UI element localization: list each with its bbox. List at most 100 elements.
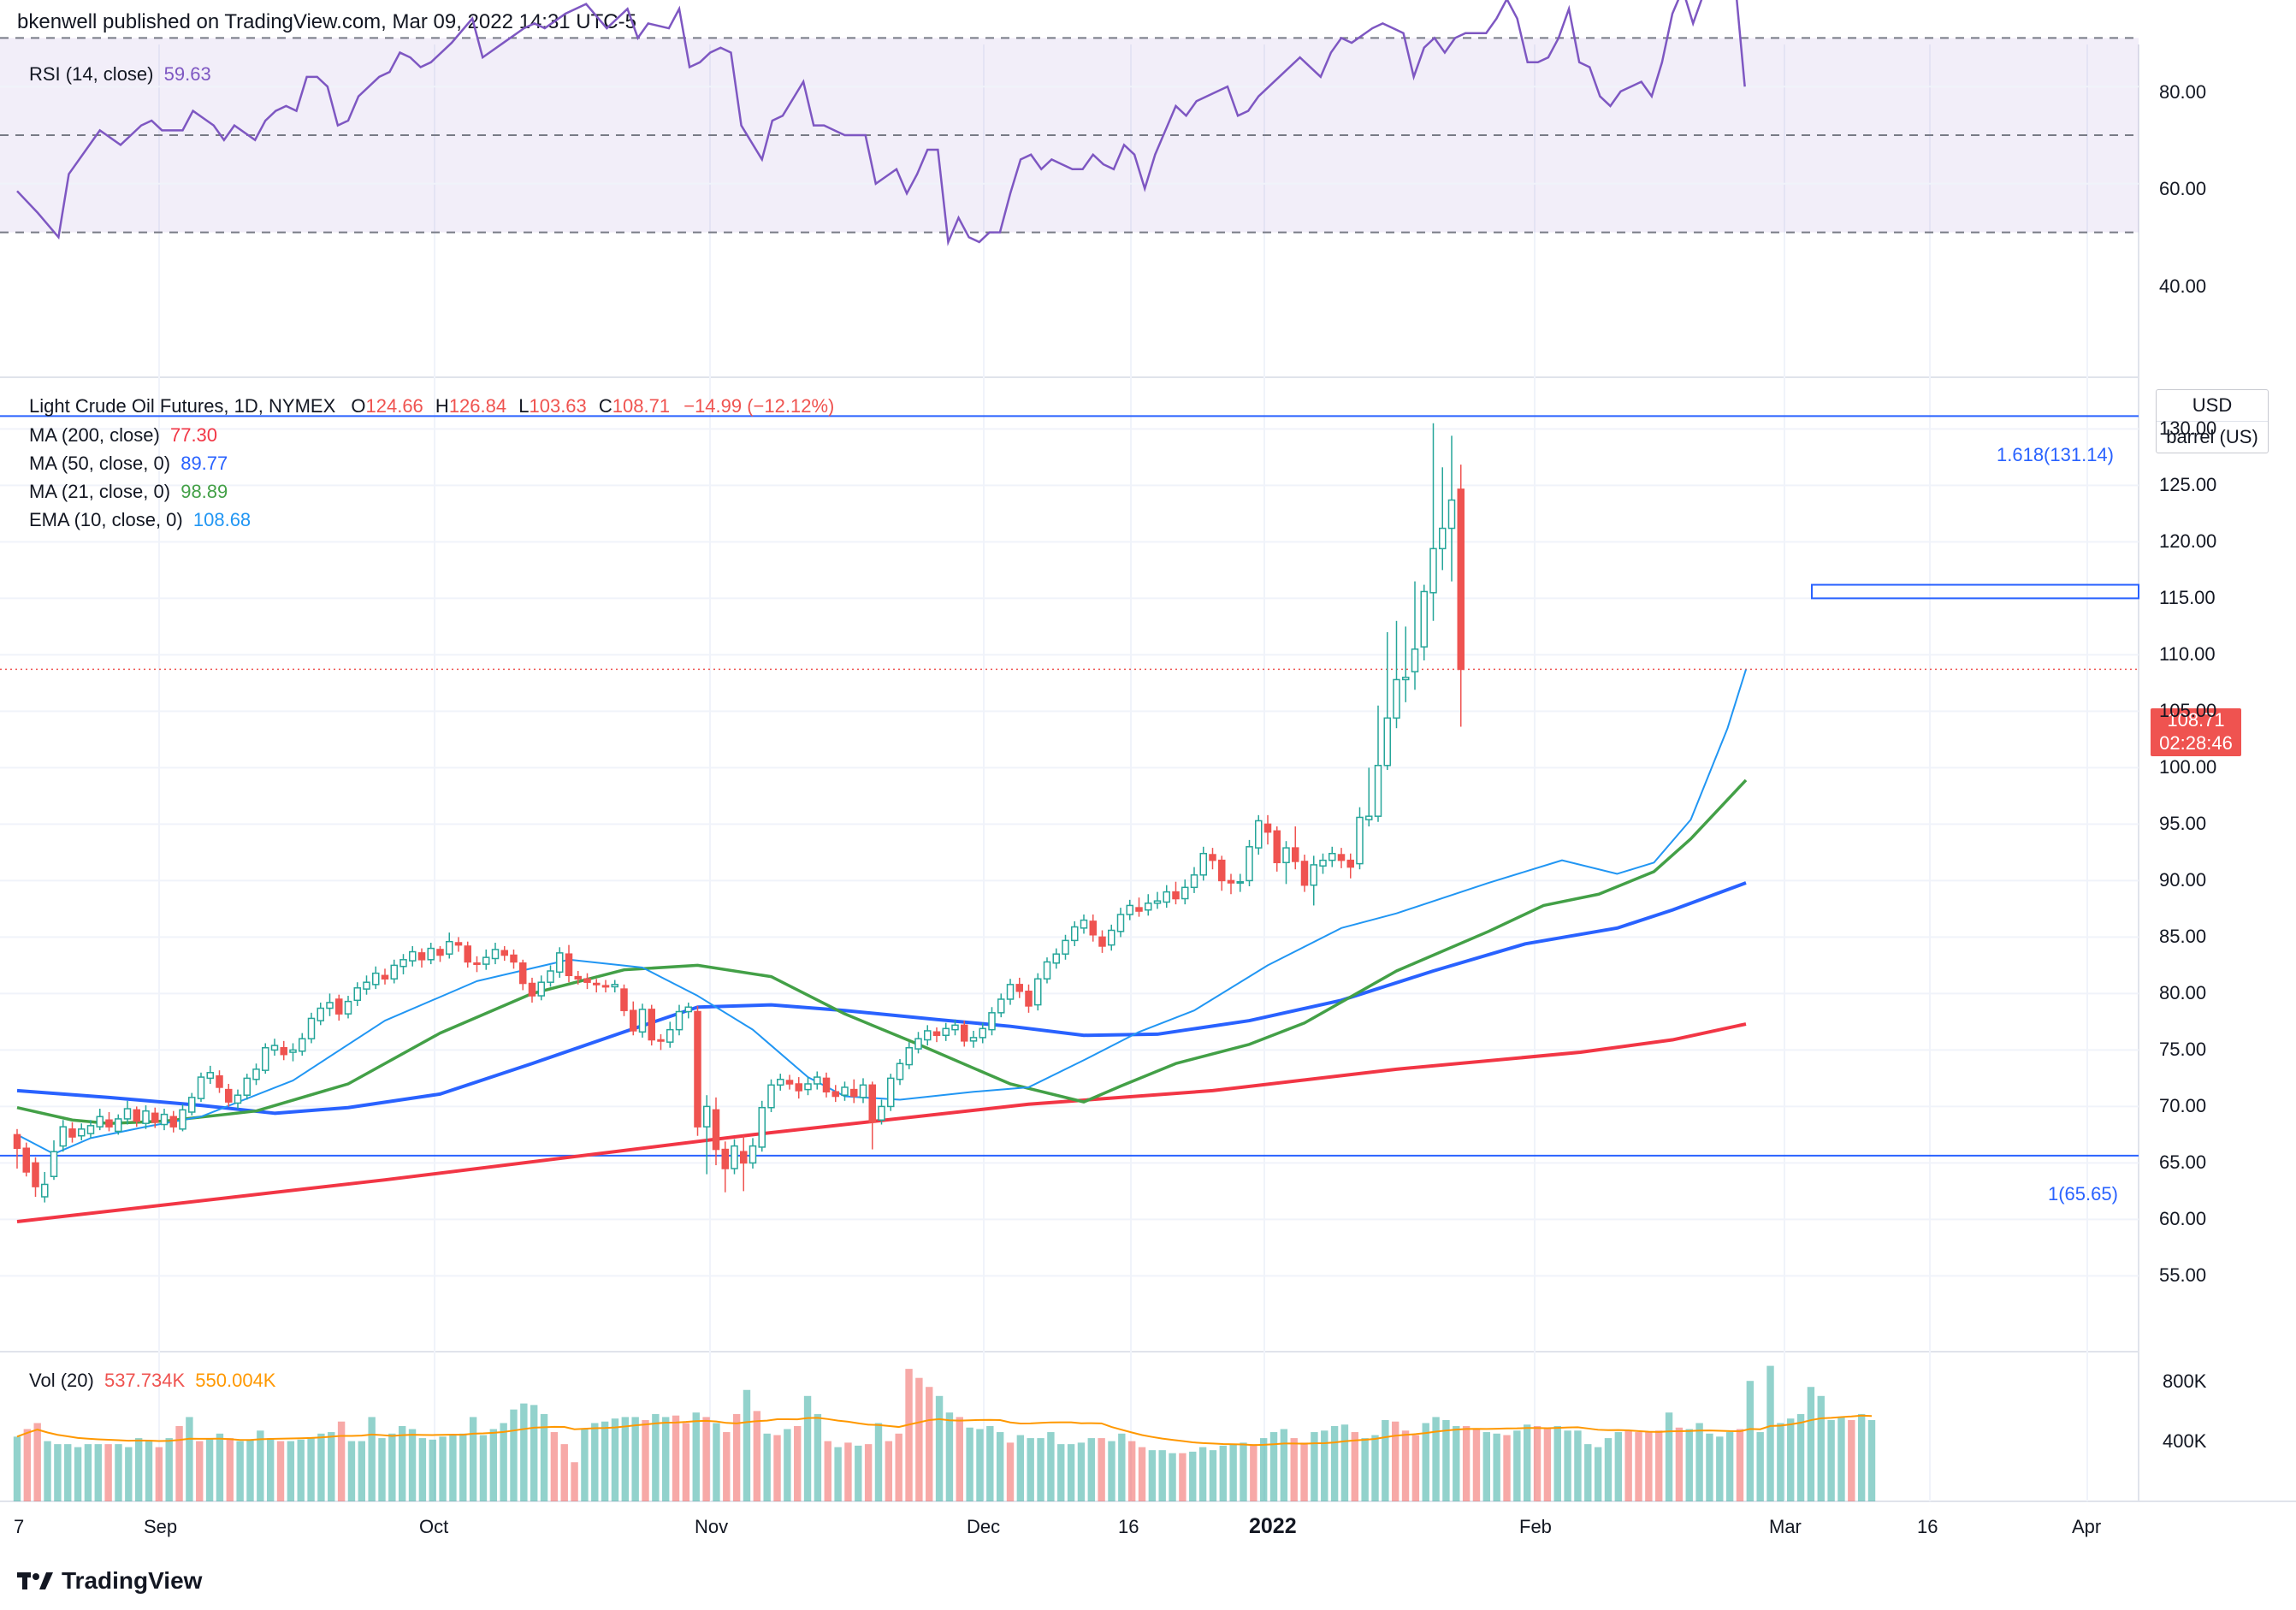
candle-body xyxy=(13,1134,21,1149)
volume-bar xyxy=(175,1426,183,1501)
currency-unit-selector[interactable]: USD barrel (US) xyxy=(2156,389,2269,453)
candle-body xyxy=(1337,854,1346,861)
volume-bar xyxy=(1290,1438,1298,1501)
ma50-legend[interactable]: MA (50, close, 0) 89.77 xyxy=(29,453,228,475)
candle-body xyxy=(630,1009,637,1032)
volume-bar xyxy=(1482,1432,1491,1501)
volume-bar xyxy=(125,1447,133,1501)
volume-bar xyxy=(479,1435,488,1501)
symbol-legend[interactable]: Light Crude Oil Futures, 1D, NYMEX O124.… xyxy=(29,395,834,417)
volume-bar xyxy=(753,1411,761,1501)
volume-bar xyxy=(115,1444,122,1501)
candle-body xyxy=(822,1077,831,1092)
volume-bar xyxy=(1453,1426,1460,1501)
candle-body xyxy=(500,950,508,956)
unit-label[interactable]: barrel (US) xyxy=(2157,421,2268,453)
ma21-legend[interactable]: MA (21, close, 0) 98.89 xyxy=(29,481,228,503)
volume-bar xyxy=(763,1433,771,1501)
volume-bar xyxy=(1259,1438,1268,1501)
ohlc-close-value: 108.71 xyxy=(612,395,671,417)
volume-bar xyxy=(510,1409,518,1501)
candle-body xyxy=(1108,929,1115,946)
candle-body xyxy=(1447,499,1456,530)
fib-upper-label: 1.618(131.14) xyxy=(1997,444,2114,465)
candle-body xyxy=(390,964,398,980)
ema10-legend[interactable]: EMA (10, close, 0) 108.68 xyxy=(29,509,251,531)
volume-bar xyxy=(702,1417,710,1501)
last-price-tag: 108.71 02:28:46 xyxy=(2151,708,2241,756)
volume-bar xyxy=(1716,1436,1724,1501)
candle-body xyxy=(1439,527,1447,550)
volume-bar xyxy=(713,1423,720,1501)
price-tick: 115.00 xyxy=(2159,587,2216,609)
x-tick-year: 2022 xyxy=(1249,1514,1297,1538)
volume-bar xyxy=(165,1438,173,1501)
volume-bar xyxy=(1198,1447,1207,1501)
candle-body xyxy=(115,1118,122,1133)
x-tick: Apr xyxy=(2072,1516,2102,1537)
volume-bar xyxy=(1594,1447,1602,1501)
candle-body xyxy=(1246,846,1253,882)
ma50-line xyxy=(16,881,1747,1116)
candle-body xyxy=(68,1128,76,1138)
bar-countdown: 02:28:46 xyxy=(2159,732,2233,754)
ohlc-change: −14.99 (−12.12%) xyxy=(683,395,835,417)
volume-panel xyxy=(13,1365,1876,1501)
volume-bar xyxy=(64,1444,72,1501)
volume-bar xyxy=(1787,1418,1795,1501)
volume-bar xyxy=(459,1433,467,1501)
candle-body xyxy=(1356,816,1364,865)
volume-bar xyxy=(1756,1432,1764,1501)
resistance-zone xyxy=(1811,583,2139,600)
volume-bar xyxy=(347,1441,356,1501)
volume-bar xyxy=(581,1429,589,1501)
volume-bar xyxy=(591,1423,599,1501)
volume-bar xyxy=(1371,1435,1379,1501)
volume-bar xyxy=(145,1441,153,1501)
candle-body xyxy=(299,1038,306,1052)
volume-bar xyxy=(905,1369,913,1501)
volume-legend[interactable]: Vol (20) 537.734K 550.004K xyxy=(29,1370,275,1392)
volume-bar xyxy=(378,1438,386,1501)
volume-bar xyxy=(1796,1413,1805,1501)
volume-bar xyxy=(773,1435,781,1501)
candle-body xyxy=(427,947,435,961)
candle-body xyxy=(1052,953,1060,964)
tradingview-logo[interactable]: TradingView xyxy=(17,1567,202,1595)
volume-bar xyxy=(1189,1451,1197,1501)
candle-body xyxy=(363,981,370,990)
volume-bar xyxy=(672,1415,680,1501)
candle-body xyxy=(188,1097,196,1113)
volume-bar xyxy=(560,1444,568,1501)
candle-body xyxy=(353,987,361,1002)
rsi-legend[interactable]: RSI (14, close) 59.63 xyxy=(29,63,211,86)
volume-bar xyxy=(1736,1429,1744,1501)
currency-label[interactable]: USD xyxy=(2192,394,2233,416)
volume-bar xyxy=(358,1441,365,1501)
candle-body xyxy=(417,952,426,961)
volume-bar xyxy=(439,1436,447,1501)
volume-bar xyxy=(692,1412,700,1501)
volume-bar xyxy=(803,1395,812,1501)
candle-body xyxy=(638,1009,647,1033)
volume-bar xyxy=(864,1444,873,1501)
candle-body xyxy=(381,974,389,980)
candle-body xyxy=(878,1105,885,1121)
price-tick: 55.00 xyxy=(2159,1264,2207,1287)
volume-bar xyxy=(1867,1419,1876,1501)
candle-body xyxy=(988,1012,996,1031)
candle-body xyxy=(399,959,407,968)
candle-body xyxy=(96,1116,104,1128)
volume-bar xyxy=(642,1419,649,1501)
volume-bar xyxy=(266,1438,275,1501)
candle-body xyxy=(289,1049,297,1053)
ma200-legend[interactable]: MA (200, close) 77.30 xyxy=(29,424,217,447)
volume-bar xyxy=(368,1417,376,1501)
volume-bar xyxy=(1513,1430,1521,1501)
volume-tick: 800K xyxy=(2163,1370,2207,1392)
volume-bar xyxy=(723,1432,731,1501)
volume-bar xyxy=(1016,1435,1025,1501)
ma200-line xyxy=(16,1022,1747,1224)
candle-body xyxy=(1199,852,1207,876)
